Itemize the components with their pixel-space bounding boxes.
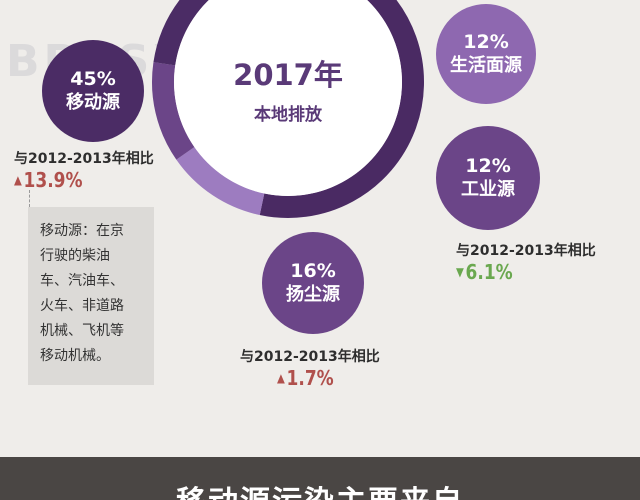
note-line: 车、汽油车、 <box>40 273 124 289</box>
mobile-source-comparison-label: 与2012-2013年相比 <box>14 151 154 167</box>
dust-source-percent: 16% <box>290 259 336 282</box>
ring-segment <box>259 0 424 218</box>
domestic-source-name: 生活面源 <box>450 54 522 76</box>
mobile-source-definition-note: 移动源：在京 行驶的柴油 车、汽油车、 火车、非道路 机械、飞机等 移动机械。 <box>28 207 154 385</box>
mobile-source-name: 移动源 <box>66 91 120 113</box>
industrial-source-percent: 12% <box>465 154 511 177</box>
industrial-source-change: ▼6.1% <box>456 260 513 284</box>
industrial-source-comparison-label: 与2012-2013年相比 <box>456 243 596 259</box>
ring-inner-disc <box>174 0 402 196</box>
note-line: 移动源：在京 <box>40 223 124 239</box>
domestic-source-percent: 12% <box>463 30 509 53</box>
chart-center-subtitle: 本地排放 <box>254 105 322 125</box>
bubble-domestic-source: 12% 生活面源 <box>436 4 536 104</box>
industrial-source-name: 工业源 <box>461 178 515 200</box>
note-line: 火车、非道路 <box>40 298 124 314</box>
note-connector-line <box>29 190 30 207</box>
ring-segment <box>176 146 265 216</box>
note-line: 行驶的柴油 <box>40 248 110 264</box>
up-arrow-icon: ▲ <box>277 371 285 385</box>
ring-segment <box>152 62 195 160</box>
chart-center-title: 2017年 <box>233 58 343 92</box>
footer-title: 移动源污染主要来自 <box>0 477 640 500</box>
mobile-source-change: ▲13.9% <box>14 168 83 192</box>
bubble-industrial-source: 12% 工业源 <box>436 126 540 230</box>
dust-source-name: 扬尘源 <box>286 283 340 305</box>
bubble-dust-source: 16% 扬尘源 <box>262 232 364 334</box>
dust-source-change: ▲1.7% <box>277 366 334 390</box>
dust-source-comparison-label: 与2012-2013年相比 <box>240 349 380 365</box>
mobile-source-percent: 45% <box>70 67 116 90</box>
down-arrow-icon: ▼ <box>456 265 464 279</box>
footer-banner: 移动源污染主要来自 <box>0 457 640 500</box>
note-line: 移动机械。 <box>40 348 110 364</box>
up-arrow-icon: ▲ <box>14 173 22 187</box>
bubble-mobile-source: 45% 移动源 <box>42 40 144 142</box>
ring-segment <box>153 0 209 66</box>
note-line: 机械、飞机等 <box>40 323 124 339</box>
